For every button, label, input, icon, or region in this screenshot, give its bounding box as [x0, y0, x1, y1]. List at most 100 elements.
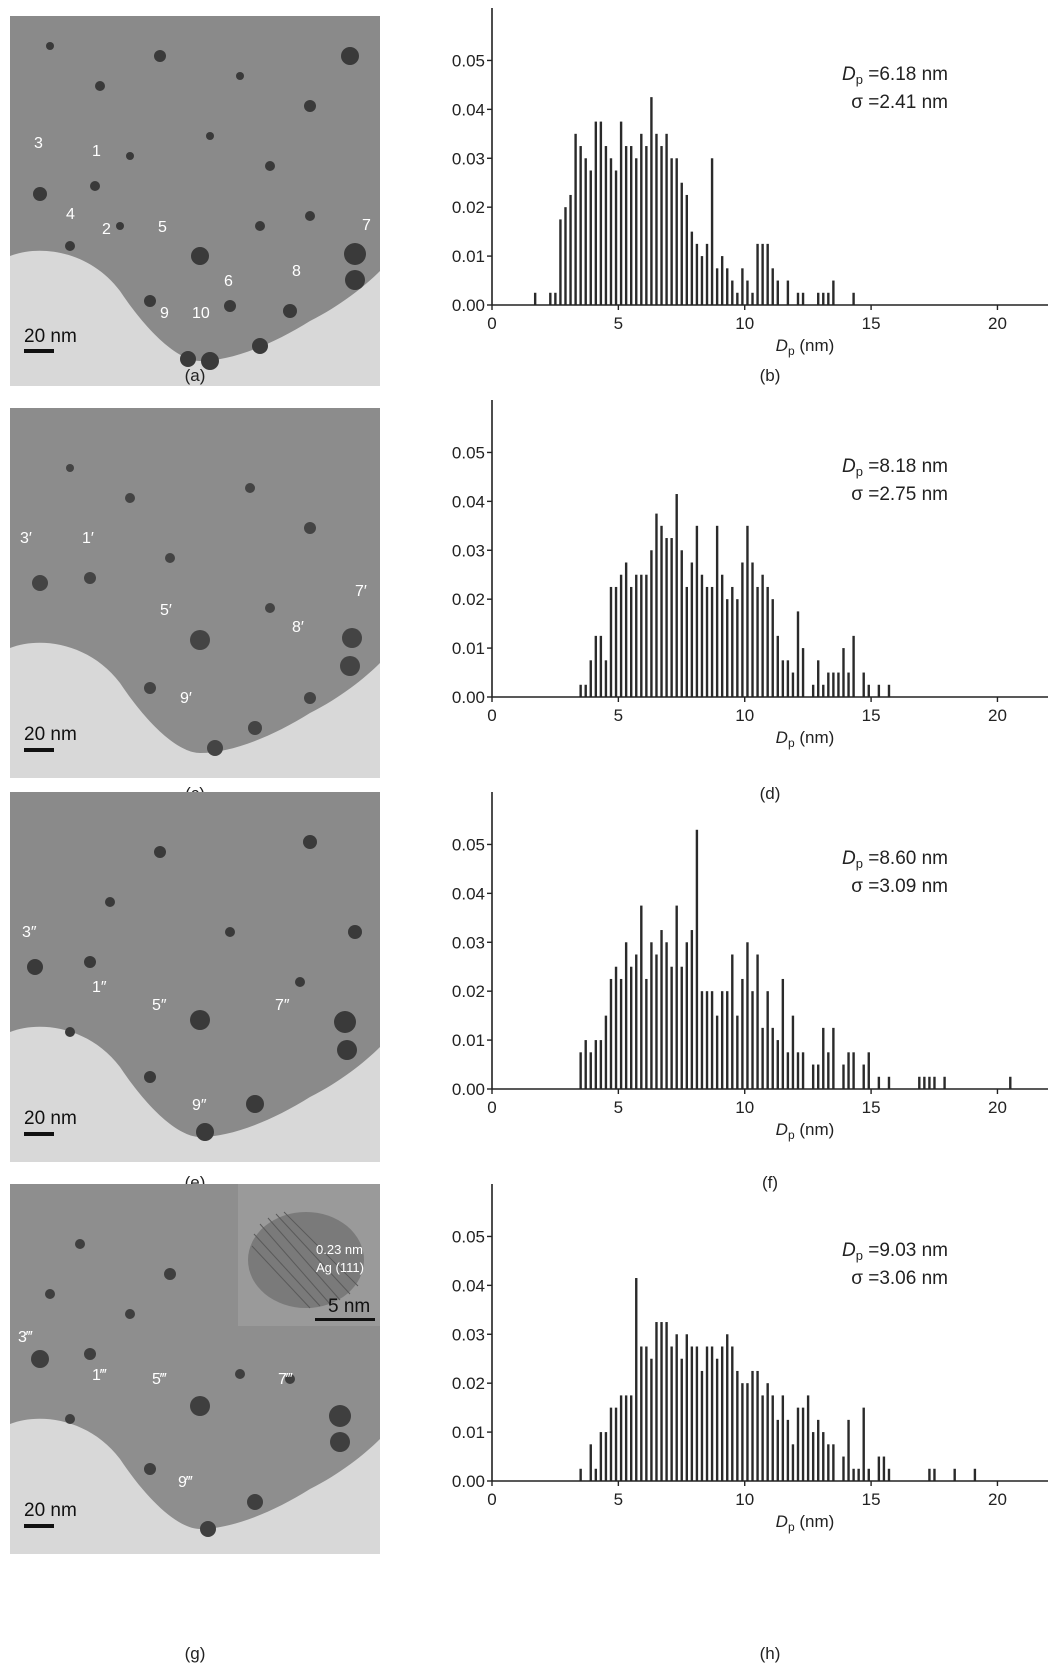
histogram-bar: [786, 1419, 790, 1481]
histogram-bar: [695, 525, 699, 697]
x-tick-label: 5: [614, 706, 623, 725]
histogram-bar: [715, 525, 719, 697]
particle-label: 1′: [82, 530, 94, 547]
histogram-bar: [822, 1432, 825, 1481]
x-tick-label: 15: [862, 314, 881, 333]
histogram-bar: [923, 1076, 926, 1089]
particle-label: 1″: [92, 979, 107, 996]
histogram-bar: [731, 280, 734, 305]
histogram-bar: [756, 243, 759, 305]
scale-bar-label: 20 nm: [24, 724, 77, 745]
histogram-bar: [857, 1468, 860, 1481]
histogram-f: 0.00 0.01 0.02 0.03 0.04 0.05 0 5 10 15 20 Dp (nm) D…: [400, 784, 1048, 1174]
histogram-chart: 0.00 0.01 0.02 0.03 0.04 0.05 0 5 10 15 20 Dp (nm) D…: [452, 8, 1048, 358]
histogram-bar: [852, 292, 855, 305]
histogram-bar: [973, 1468, 977, 1481]
histogram-bar: [665, 538, 668, 697]
y-tick-label: 0.03: [452, 149, 485, 168]
inset-lattice-label: 0.23 nm: [316, 1242, 363, 1257]
histogram-bar: [766, 991, 769, 1089]
y-tick-label: 0.03: [452, 933, 485, 952]
y-tick-label: 0.05: [452, 51, 485, 70]
x-tick-label: 5: [614, 314, 623, 333]
caption-a: (a): [184, 366, 206, 385]
histogram-bar: [594, 121, 598, 305]
stat-mean-diameter: Dp =8.60 nm: [842, 848, 948, 871]
tem-micrograph: [10, 792, 380, 1162]
particle-label: 9″: [192, 1097, 207, 1114]
histogram-b: 0.00 0.01 0.02 0.03 0.04 0.05 0 5 10 15 20 Dp (nm) D…: [400, 0, 1048, 390]
histogram-bar: [675, 1334, 678, 1481]
histogram-bar: [781, 660, 785, 697]
histogram-bar: [665, 133, 668, 305]
y-tick-label: 0.04: [452, 1276, 485, 1295]
histogram-bar: [751, 562, 754, 697]
histogram-bar: [741, 978, 744, 1089]
y-tick-label: 0.02: [452, 198, 485, 217]
histogram-bar: [685, 194, 688, 305]
y-tick-label: 0.02: [452, 590, 485, 609]
histogram-bar: [731, 954, 734, 1089]
histogram-bar: [614, 586, 618, 697]
histogram-bar: [776, 635, 779, 697]
histogram-bar: [761, 1027, 764, 1089]
histogram-bar: [635, 954, 638, 1089]
histogram-bar: [680, 966, 683, 1089]
histogram-bar: [635, 1278, 638, 1481]
histogram-bar: [564, 207, 567, 305]
histogram-bar: [630, 586, 633, 697]
histogram-bar: [887, 684, 891, 697]
histogram-bar: [761, 243, 764, 305]
particle-label: 4: [66, 206, 75, 223]
inset-scale-bar: [315, 1318, 375, 1321]
histogram-bar: [599, 635, 603, 697]
y-tick-label: 0.01: [452, 247, 485, 266]
histogram-bar: [650, 1358, 653, 1481]
histogram-bar: [645, 574, 648, 697]
histogram-bar: [736, 292, 739, 305]
histogram-bar: [801, 1052, 805, 1089]
histogram-bar: [817, 292, 820, 305]
y-tick-label: 0.03: [452, 1325, 485, 1344]
histogram-bar: [751, 292, 754, 305]
histogram-bar: [882, 1456, 886, 1481]
histogram-bar: [766, 1383, 769, 1481]
histogram-bar: [690, 1346, 694, 1481]
histogram-bar: [640, 905, 643, 1089]
histogram-bar: [645, 146, 648, 305]
stat-sigma: σ =3.09 nm: [851, 876, 948, 897]
y-tick-label: 0.00: [452, 1080, 485, 1099]
histogram-d: 0.00 0.01 0.02 0.03 0.04 0.05 0 5 10 15 20 Dp (nm) D…: [400, 392, 1048, 782]
particle-label: 7: [362, 217, 371, 234]
histogram-bar: [710, 586, 714, 697]
histogram-bar: [862, 672, 865, 697]
histogram-bar: [827, 672, 830, 697]
histogram-bar: [741, 562, 744, 697]
histogram-bar: [933, 1468, 936, 1481]
histogram-bar: [690, 231, 694, 305]
histogram-bar: [685, 586, 688, 697]
stat-mean-diameter: Dp =8.18 nm: [842, 456, 948, 479]
histogram-bar: [705, 1346, 709, 1481]
histogram-bar: [680, 182, 683, 305]
histogram-bar: [589, 1444, 592, 1481]
histogram-bar: [756, 954, 759, 1089]
histogram-bar: [832, 1444, 835, 1481]
histogram-bar: [660, 1322, 663, 1481]
particle-label: 8: [292, 263, 301, 280]
histogram-bar: [801, 292, 805, 305]
histogram-bar: [746, 280, 749, 305]
inset-phase-label: Ag (111): [316, 1260, 364, 1275]
histogram-bar: [720, 256, 724, 305]
histogram-bar: [796, 611, 800, 697]
histogram-bar: [640, 1346, 643, 1481]
histogram-bar: [766, 243, 769, 305]
y-tick-label: 0.05: [452, 1227, 485, 1246]
histogram-bar: [574, 133, 577, 305]
y-tick-label: 0.04: [452, 100, 485, 119]
histogram-bar: [700, 1370, 704, 1481]
histogram-bar: [781, 978, 785, 1089]
histogram-bar: [811, 1064, 815, 1089]
histogram-bar: [670, 158, 673, 305]
histogram-bar: [736, 599, 739, 697]
